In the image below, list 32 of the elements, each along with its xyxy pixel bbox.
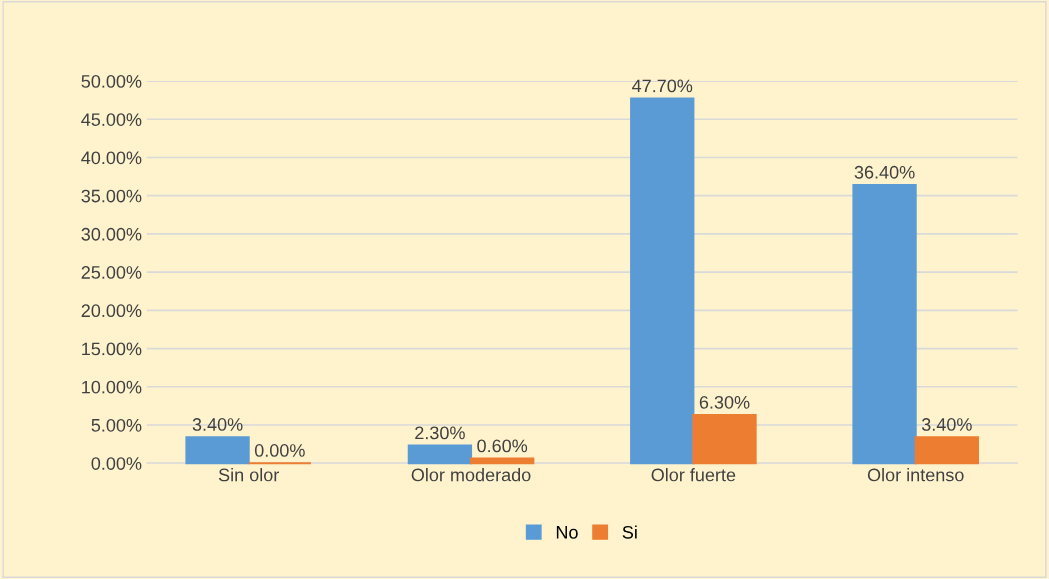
bar [852, 183, 917, 465]
bar [914, 436, 979, 465]
y-tick-label: 45.00% [81, 113, 142, 126]
y-tick-label: 35.00% [81, 189, 142, 203]
data-label: 0.60% [477, 439, 528, 453]
y-tick-label: 20.00% [81, 304, 142, 318]
y-tick-label: 10.00% [82, 380, 142, 394]
y-tick-label: 25.00% [81, 266, 142, 279]
data-label: 0.00% [254, 444, 305, 457]
bar [630, 97, 695, 465]
bar [692, 414, 757, 465]
y-tick-label: 5.00% [91, 418, 142, 432]
y-tick-label: 30.00% [81, 227, 142, 241]
y-tick-label: 0.00% [91, 457, 142, 470]
legend-label: No [556, 526, 578, 539]
data-label: 36.40% [854, 165, 915, 179]
data-label: 3.40% [192, 418, 243, 431]
bar [407, 444, 473, 465]
x-tick-label: Olor moderado [411, 468, 531, 482]
y-tick-label: 15.00% [82, 342, 142, 356]
x-tick-label: Olor fuerte [651, 468, 736, 482]
bar [469, 457, 535, 465]
y-tick-label: 40.00% [81, 151, 142, 165]
bar [185, 436, 250, 465]
data-label: 2.30% [415, 426, 465, 440]
x-tick-label: Sin olor [218, 468, 279, 482]
data-label: 47.70% [632, 79, 693, 93]
x-tick-label: Olor intenso [867, 468, 964, 482]
data-label: 6.30% [699, 395, 750, 409]
legend-label: Si [622, 525, 637, 539]
data-label: 3.40% [921, 418, 972, 431]
y-tick-label: 50.00% [81, 74, 142, 88]
